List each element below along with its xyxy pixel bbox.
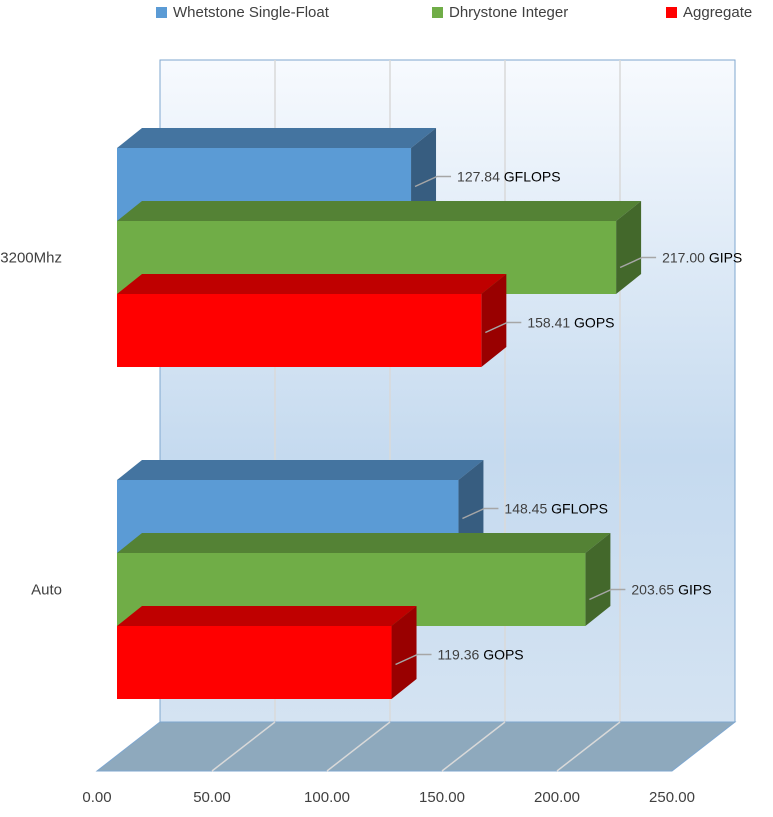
bar-side-face [411, 128, 437, 221]
floor [95, 721, 737, 772]
x-tick-label: 0.00 [82, 789, 111, 806]
data-label-leader [589, 588, 626, 601]
bar [117, 606, 417, 699]
bar [117, 274, 507, 367]
legend-swatch-aggregate [666, 7, 677, 18]
bar-side-face [481, 274, 507, 367]
legend-label-aggregate: Aggregate [683, 4, 753, 21]
legend: Whetstone Single-Float Dhrystone Integer… [0, 4, 773, 26]
data-label-value: 148.45 [504, 501, 551, 517]
data-label-value: 217.00 [662, 250, 709, 266]
data-label: 158.41 GOPS [527, 315, 614, 331]
data-label-leader [414, 175, 452, 188]
legend-swatch-dhrystone [432, 7, 443, 18]
floor-gridline [556, 721, 621, 772]
data-label: 217.00 GIPS [662, 250, 742, 266]
data-label-value: 158.41 [527, 315, 574, 331]
x-tick-label: 150.00 [419, 789, 465, 806]
bar-side-face [585, 533, 611, 626]
data-label-value: 203.65 [631, 582, 678, 598]
x-tick-label: 100.00 [304, 789, 350, 806]
data-label-unit: GIPS [709, 250, 742, 266]
legend-label-dhrystone: Dhrystone Integer [449, 4, 569, 21]
legend-label-whetstone: Whetstone Single-Float [173, 4, 329, 21]
legend-swatch-whetstone [156, 7, 167, 18]
bar-top-face [117, 274, 507, 294]
data-label: 148.45 GFLOPS [504, 501, 608, 517]
legend-item-whetstone: Whetstone Single-Float [156, 4, 329, 21]
data-label-unit: GFLOPS [551, 501, 608, 517]
bar-top-face [117, 128, 437, 148]
x-tick-label: 200.00 [534, 789, 580, 806]
data-label: 203.65 GIPS [631, 582, 711, 598]
legend-item-dhrystone: Dhrystone Integer [432, 4, 568, 21]
bar-side-face [616, 201, 642, 294]
data-label: 119.36 GOPS [438, 647, 524, 663]
bar-top-face [117, 533, 611, 553]
bar-top-face [117, 460, 484, 480]
data-label-value: 127.84 [457, 169, 504, 185]
data-label-leader [462, 507, 499, 520]
data-label-leader [485, 321, 522, 334]
floor-gridline [326, 721, 391, 772]
x-tick-label: 250.00 [649, 789, 695, 806]
bar-front-face [117, 294, 482, 367]
data-label-unit: GOPS [574, 315, 614, 331]
category-label: Auto [31, 582, 62, 599]
floor-gridline [211, 721, 276, 772]
data-label-unit: GIPS [678, 582, 711, 598]
bar-top-face [117, 201, 642, 221]
bar-front-face [117, 626, 392, 699]
data-label-unit: GOPS [483, 647, 523, 663]
data-label-leader [619, 256, 657, 269]
data-label-unit: GFLOPS [504, 169, 561, 185]
x-tick-label: 50.00 [193, 789, 231, 806]
floor-gridline [441, 721, 506, 772]
bar-side-face [391, 606, 417, 699]
data-label: 127.84 GFLOPS [457, 169, 561, 185]
data-label-value: 119.36 [438, 647, 484, 663]
bar-side-face [458, 460, 484, 553]
bar-top-face [117, 606, 417, 626]
category-label: 3200Mhz [0, 250, 62, 267]
legend-item-aggregate: Aggregate [666, 4, 752, 21]
data-label-leader [395, 653, 432, 666]
